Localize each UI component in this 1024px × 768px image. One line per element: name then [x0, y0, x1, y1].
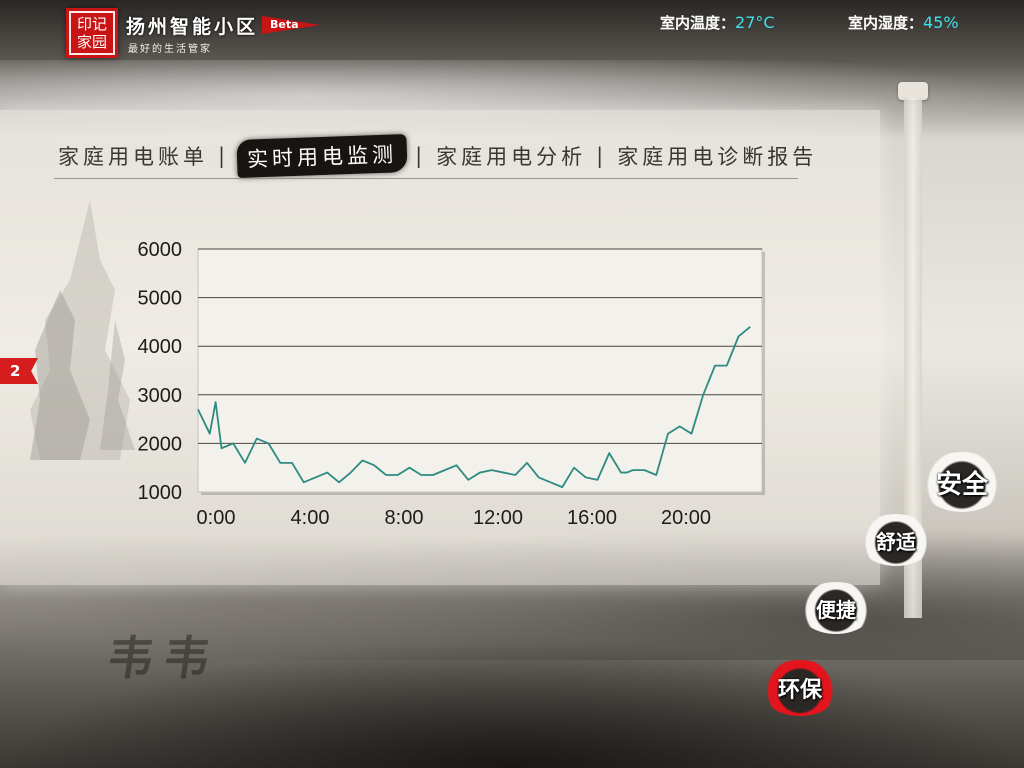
- background-ink-wash: [0, 640, 1024, 768]
- tab-electricity-analysis[interactable]: 家庭用电分析: [436, 145, 587, 169]
- temperature-readout: 室内温度：27°C: [660, 12, 775, 33]
- logo-text: 印记家园: [69, 11, 115, 55]
- x-tick-label: 8:00: [385, 507, 424, 529]
- tab-diagnosis-report[interactable]: 家庭用电诊断报告: [617, 145, 818, 169]
- logo-seal: 印记家园: [66, 8, 118, 58]
- humidity-value: 45%: [923, 13, 959, 32]
- x-tick-label: 20:00: [661, 507, 711, 529]
- y-tick-label: 2000: [138, 433, 183, 455]
- tab-electricity-bill[interactable]: 家庭用电账单: [58, 145, 208, 169]
- y-tick-label: 3000: [138, 385, 183, 407]
- y-tick-label: 1000: [138, 482, 183, 504]
- y-tick-label: 5000: [138, 288, 183, 310]
- background-calligraphy: 韦韦: [103, 631, 224, 685]
- x-tick-label: 4:00: [291, 507, 330, 529]
- humidity-readout: 室内湿度：45%: [848, 12, 959, 33]
- beta-badge: Beta: [262, 16, 320, 34]
- tab-realtime-monitoring[interactable]: 实时用电监测: [236, 134, 408, 178]
- app-slogan: 最好的生活管家: [128, 44, 212, 55]
- temperature-label: 室内温度：: [660, 14, 736, 32]
- nav-safety-button[interactable]: 安全: [920, 452, 1004, 512]
- x-tick-label: 0:00: [197, 507, 236, 529]
- nav-comfort-button[interactable]: 舒适: [858, 514, 934, 566]
- nav-eco-button[interactable]: 环保: [760, 660, 840, 716]
- scroll-rod: [904, 98, 922, 618]
- power-usage-line: [197, 326, 751, 489]
- temperature-value: 27°C: [735, 13, 775, 32]
- tab-separator: |: [596, 144, 608, 168]
- plot-area: [197, 248, 763, 493]
- y-tick-label: 6000: [138, 239, 183, 261]
- power-usage-chart: 1000 2000 3000 4000 5000 6000 0:00 4:00 8:00 12:0…: [138, 239, 765, 529]
- scroll-rod-top: [898, 82, 928, 100]
- nav-convenience-button[interactable]: 便捷: [798, 582, 874, 634]
- app-title: 扬州智能小区: [126, 16, 259, 38]
- tab-separator: |: [218, 144, 230, 168]
- humidity-label: 室内湿度：: [848, 14, 924, 32]
- tab-separator: |: [415, 144, 427, 168]
- x-tick-label: 16:00: [567, 507, 617, 529]
- y-tick-label: 4000: [138, 336, 183, 358]
- x-tick-label: 12:00: [473, 507, 523, 529]
- tab-underline: [54, 178, 798, 179]
- tab-bar: 家庭用电账单 | 实时用电监测 | 家庭用电分析 | 家庭用电诊断报告: [56, 134, 819, 178]
